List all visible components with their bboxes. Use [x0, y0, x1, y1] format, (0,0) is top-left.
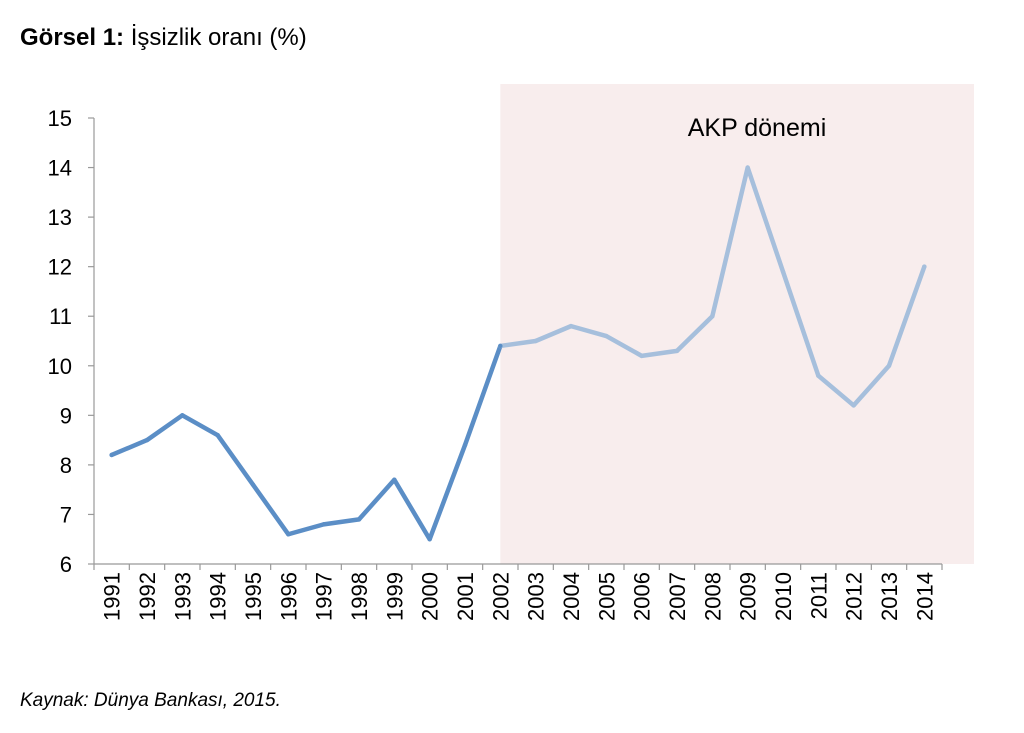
y-axis-ticks: 6 7 8 9 10 11 12 13 14 15	[48, 106, 94, 577]
x-tick-label: 2005	[594, 572, 619, 621]
y-tick-label: 15	[48, 106, 72, 131]
data-point-2007	[674, 348, 680, 354]
x-tick-label: 2007	[665, 572, 690, 621]
x-tick-label: 1991	[100, 572, 125, 621]
data-point-2004	[568, 323, 574, 329]
data-point-1994	[215, 432, 220, 438]
y-tick-label: 10	[48, 354, 72, 379]
x-tick-label: 1994	[206, 572, 231, 621]
data-point-2006	[639, 353, 644, 359]
data-point-1997	[321, 522, 326, 527]
data-point-2012	[851, 403, 856, 408]
data-point-1991	[109, 452, 114, 458]
series-lines	[109, 165, 927, 542]
data-point-2003	[533, 338, 538, 344]
x-tick-label: 2004	[559, 572, 584, 621]
data-point-2013	[886, 363, 892, 368]
data-point-1993	[180, 413, 185, 418]
data-point-2002	[498, 343, 503, 349]
y-tick-label: 12	[48, 255, 72, 280]
y-tick-label: 14	[48, 156, 72, 181]
data-point-2009	[745, 165, 750, 170]
x-tick-label: 2010	[771, 572, 796, 621]
y-tick-label: 7	[60, 502, 72, 527]
data-point-2011	[816, 373, 821, 378]
data-point-1992	[144, 437, 150, 443]
y-tick-label: 11	[49, 304, 72, 329]
data-point-2008	[710, 314, 715, 319]
data-point-1999	[392, 477, 397, 482]
akp-period-label: AKP dönemi	[688, 114, 827, 142]
x-tick-label: 2001	[453, 572, 478, 621]
akp-period-shading	[500, 84, 974, 564]
data-point-1998	[356, 517, 362, 522]
data-point-2001	[462, 442, 468, 448]
x-tick-label: 2006	[630, 572, 655, 621]
x-tick-label: 1999	[382, 572, 407, 621]
x-tick-label: 2003	[524, 572, 549, 621]
y-tick-label: 13	[48, 205, 72, 230]
x-tick-label: 1992	[135, 572, 160, 621]
x-tick-label: 2008	[700, 572, 725, 621]
x-tick-label: 2012	[842, 572, 867, 621]
data-point-1995	[250, 482, 256, 487]
x-tick-label: 1995	[241, 572, 266, 621]
x-axis-ticks: 1991 1992 1993 1994 1995 1996 1997 1998 1999 2000…	[93, 564, 943, 621]
figure-title-prefix: Görsel 1:	[20, 24, 125, 51]
x-tick-label: 1996	[276, 572, 301, 621]
y-tick-label: 8	[60, 453, 72, 478]
series-line-pre-2002	[109, 343, 503, 542]
x-tick-label: 2002	[488, 572, 513, 621]
data-point-2005	[604, 333, 609, 339]
x-tick-label: 1997	[312, 572, 337, 621]
source-note: Kaynak: Dünya Bankası, 2015.	[20, 690, 281, 711]
data-point-1996	[286, 532, 291, 537]
y-tick-label: 6	[60, 552, 72, 577]
figure-title: Görsel 1: İşsizlik oranı (%)	[20, 24, 307, 52]
data-point-2010	[780, 269, 786, 274]
x-tick-label: 2014	[912, 572, 937, 621]
x-tick-label: 2013	[877, 572, 902, 621]
x-tick-label: 2000	[418, 572, 443, 621]
y-tick-label: 9	[60, 403, 72, 428]
data-point-2014	[922, 264, 927, 269]
x-tick-label: 1998	[347, 572, 372, 621]
data-point-2000	[427, 537, 432, 542]
figure-title-text: İşsizlik oranı (%)	[130, 24, 307, 51]
x-tick-label: 2011	[806, 572, 831, 619]
x-tick-label: 1993	[170, 572, 195, 621]
x-tick-label: 2009	[736, 572, 761, 621]
